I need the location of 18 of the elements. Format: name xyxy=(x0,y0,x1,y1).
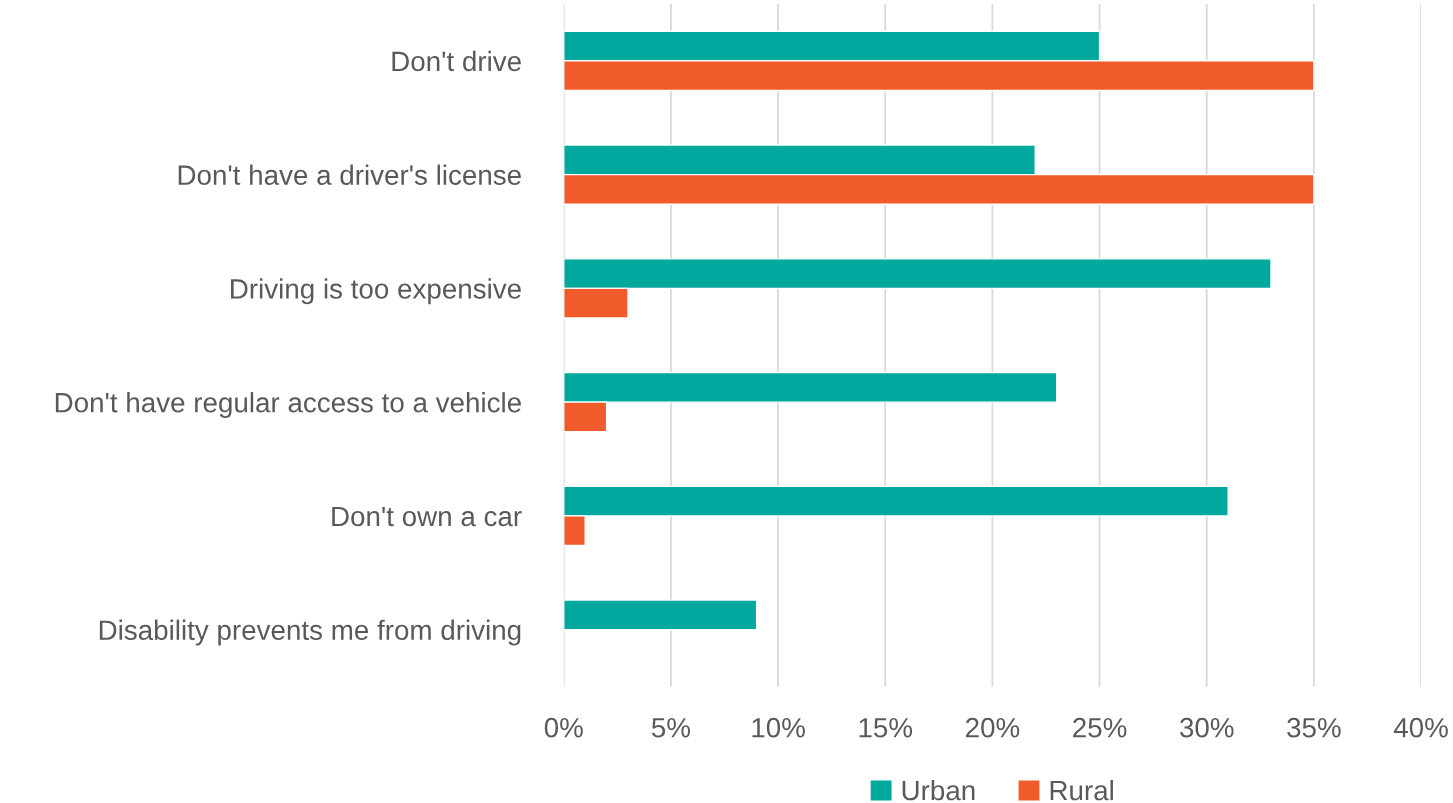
x-tick-label: 25% xyxy=(1073,717,1127,738)
legend-label: Urban xyxy=(902,779,975,801)
legend-label: Rural xyxy=(1050,779,1113,801)
y-tick-label: Don't drive xyxy=(392,50,521,72)
x-tick-label: 35% xyxy=(1287,717,1341,738)
y-tick-label: Don't have a driver's license xyxy=(178,164,521,185)
x-tick-label: 40% xyxy=(1393,717,1448,738)
y-tick-label: Disability prevents me from driving xyxy=(99,619,521,646)
bar xyxy=(563,599,758,631)
x-tick-label: 0% xyxy=(544,717,583,738)
x-tick-label: 30% xyxy=(1179,717,1234,738)
y-tick-label: Don't own a car xyxy=(332,506,522,527)
y-tick-label: Don't have regular access to a vehicle xyxy=(55,392,521,418)
x-tick-label: 20% xyxy=(966,717,1020,738)
x-tick-label: 10% xyxy=(752,717,805,738)
x-tick-label: 5% xyxy=(651,717,691,738)
y-tick-label: Driving is too expensive xyxy=(231,278,521,305)
x-tick-label: 15% xyxy=(859,717,913,738)
